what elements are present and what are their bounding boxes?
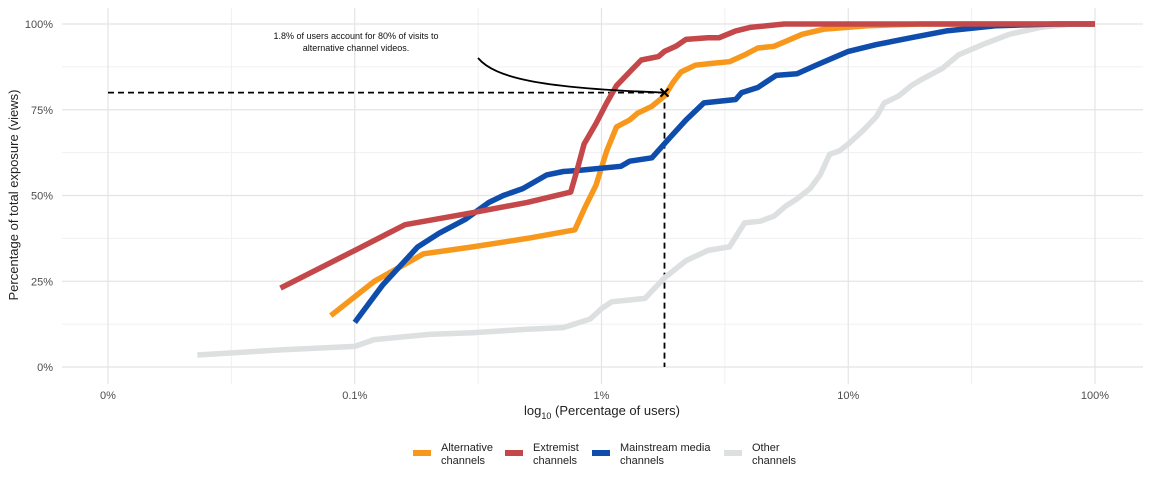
- annotation-curve: [477, 57, 665, 94]
- legend-label: Other channels: [752, 442, 797, 467]
- series-line-extremist-channels: [279, 21, 1095, 291]
- x-axis-label-log: log: [524, 403, 541, 418]
- reference-layer: [108, 91, 666, 367]
- legend: Alternative channels Extremist channels Main…: [413, 442, 797, 467]
- annotation-text-line: 1.8% of users account for 80% of visits …: [273, 31, 438, 41]
- y-tick-label: 50%: [31, 191, 53, 203]
- x-axis-label: log10 (Percentage of users): [524, 403, 680, 421]
- annotation-text-line: alternative channel videos.: [303, 43, 410, 53]
- x-axis-label-rest: (Percentage of users): [551, 403, 680, 418]
- legend-swatch: [413, 450, 431, 456]
- series-line-alternative-channels: [329, 21, 1095, 318]
- legend-label: Alternative channels: [441, 442, 493, 467]
- y-tick-label: 75%: [31, 105, 53, 117]
- series-line-mainstream-media-channels: [352, 21, 1095, 325]
- x-tick-label: 100%: [1081, 390, 1109, 402]
- x-tick-label: 0%: [100, 390, 116, 402]
- annotation-layer: 1.8% of users account for 80% of visits …: [273, 31, 670, 98]
- x-tick-label: 10%: [837, 390, 859, 402]
- legend-swatch: [724, 450, 742, 456]
- annotation-point-marker: [659, 87, 670, 98]
- legend-swatch: [592, 450, 610, 456]
- y-axis-label: Percentage of total exposure (views): [6, 90, 21, 301]
- x-tick-label: 1%: [594, 390, 610, 402]
- legend-label: Extremist channels: [533, 442, 579, 467]
- y-tick-label: 100%: [25, 19, 53, 31]
- grid-layer: [62, 8, 1143, 384]
- x-axis-label-subscript: 10: [541, 411, 551, 421]
- series-layer: [197, 21, 1095, 358]
- series-line-other-channels: [197, 21, 1095, 358]
- x-tick-label: 0.1%: [342, 390, 367, 402]
- legend-swatch: [505, 450, 523, 456]
- axis-layer: 0% 0.1% 1% 10% 100% 0% 25% 50% 75% 100%: [25, 19, 1109, 402]
- y-tick-label: 25%: [31, 276, 53, 288]
- y-tick-label: 0%: [37, 362, 53, 374]
- legend-label: Mainstream media channels: [620, 442, 711, 467]
